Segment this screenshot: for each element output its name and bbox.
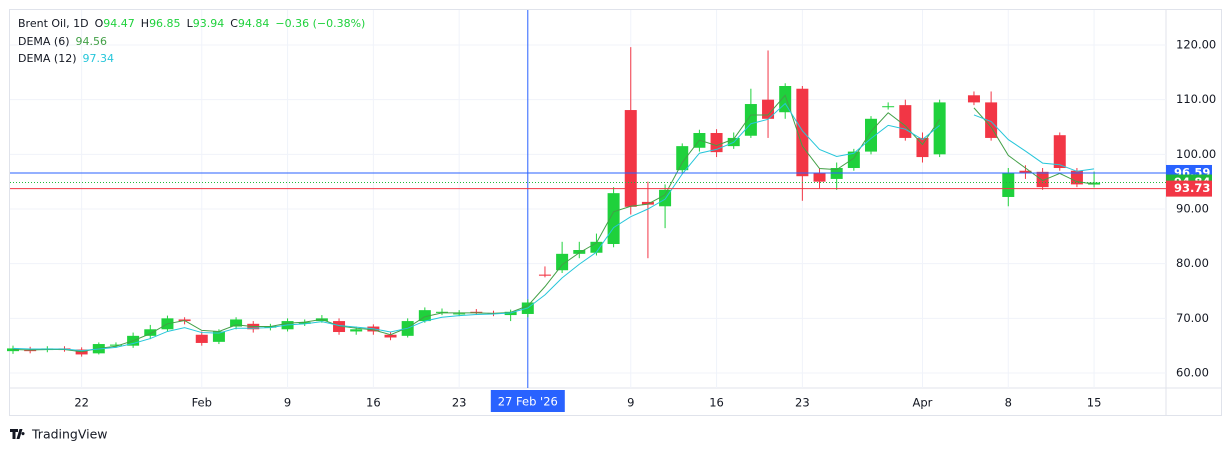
candle-body: [967, 95, 980, 103]
candle-body: [865, 118, 877, 152]
candle-body: [538, 274, 551, 276]
legend-entry: DEMA (12) 97.34: [18, 52, 114, 65]
candle-body: [195, 334, 208, 343]
y-tick-label: 100.00: [1176, 147, 1216, 161]
candle-body: [813, 173, 826, 182]
candle-body: [436, 311, 448, 313]
crosshair-x-label: 27 Feb '26: [498, 395, 558, 409]
candle-body: [470, 311, 483, 313]
indicator-line: [973, 114, 1095, 172]
y-tick-label: 70.00: [1176, 311, 1209, 325]
x-tick-label: Apr: [913, 396, 933, 410]
x-tick-label: 23: [795, 396, 810, 410]
price-label-box: [1166, 180, 1212, 197]
ohlc-value: 93.94: [193, 17, 225, 30]
x-tick-label: 8: [1005, 396, 1012, 410]
x-tick-label: 22: [74, 396, 89, 410]
indicator-line: [12, 102, 940, 352]
candle-body: [1053, 135, 1066, 169]
legend-entry: DEMA (6) 94.56: [18, 35, 107, 48]
candle-body: [847, 151, 860, 169]
candle-body: [1036, 171, 1049, 188]
indicator-line: [973, 107, 1095, 185]
candle-body: [556, 253, 569, 271]
candle-body: [1019, 170, 1032, 174]
candle-body: [933, 102, 946, 155]
candle-body: [230, 319, 243, 327]
legend-value: 97.34: [83, 52, 115, 65]
candle-body: [744, 104, 757, 136]
ohlc-value: 94.47: [103, 17, 135, 30]
footer-text: TradingView: [31, 427, 108, 442]
candle-body: [212, 331, 225, 342]
y-tick-label: 120.00: [1176, 37, 1216, 51]
candle-body: [590, 241, 603, 253]
candle-body: [109, 344, 122, 346]
candle-body: [1088, 182, 1101, 185]
candle-body: [573, 250, 586, 254]
x-tick-label: 16: [709, 396, 724, 410]
candle-body: [384, 334, 397, 338]
symbol: Brent Oil, 1D: [18, 17, 89, 30]
candle-body: [333, 321, 346, 333]
candle-body: [624, 110, 637, 207]
ohlc-label: O: [95, 17, 104, 30]
ohlc-label: L: [187, 17, 194, 30]
indicator-line: [12, 94, 941, 353]
x-tick-label: Feb: [192, 396, 212, 410]
y-tick-label: 90.00: [1176, 202, 1209, 216]
candle-body: [899, 105, 912, 138]
candle-body: [796, 88, 809, 177]
candle-body: [453, 313, 466, 315]
tradingview-logo: TradingView: [10, 427, 108, 442]
y-tick-label: 60.00: [1176, 366, 1209, 380]
candle-body: [916, 137, 929, 158]
candle-body: [882, 106, 895, 108]
candle-body: [710, 133, 723, 153]
marks: [7, 10, 1166, 388]
header: Brent Oil, 1D O94.47 H96.85 L93.94 C94.84 −0.…: [18, 17, 365, 30]
ohlc-value: 94.84: [238, 17, 270, 30]
y-tick-label: 110.00: [1176, 92, 1216, 106]
x-tick-label: 15: [1087, 396, 1102, 410]
candle-body: [676, 146, 689, 171]
price-label: 93.73: [1174, 181, 1210, 195]
x-tick-label: 9: [627, 396, 634, 410]
y-tick-label: 80.00: [1176, 256, 1209, 270]
legend-name: DEMA (12): [18, 52, 77, 65]
logo-icon: [10, 429, 25, 439]
ohlc-label: C: [230, 17, 238, 30]
legend-name: DEMA (6): [18, 35, 70, 48]
candle-body: [1070, 170, 1083, 185]
ohlc-label: H: [141, 17, 149, 30]
candle-body: [762, 99, 775, 119]
change: −0.36 (−0.38%): [275, 17, 365, 30]
candle-body: [418, 310, 431, 322]
crosshair-label-box: [490, 390, 565, 412]
candle-body: [1002, 172, 1015, 197]
x-tick-label: 9: [284, 396, 291, 410]
candle-body: [298, 322, 311, 324]
candle-body: [504, 311, 517, 316]
candle-body: [985, 102, 998, 138]
candle-body: [144, 329, 157, 336]
x-tick-label: 16: [366, 396, 381, 410]
x-tick-label: 23: [452, 396, 467, 410]
candle-body: [641, 201, 654, 205]
legend-value: 94.56: [76, 35, 108, 48]
ohlc-value: 96.85: [149, 17, 181, 30]
labels: DEMA (6) 94.56 DEMA (12) 97.34 60.00 70.00 80.…: [18, 35, 1216, 412]
candle-body: [350, 329, 363, 332]
